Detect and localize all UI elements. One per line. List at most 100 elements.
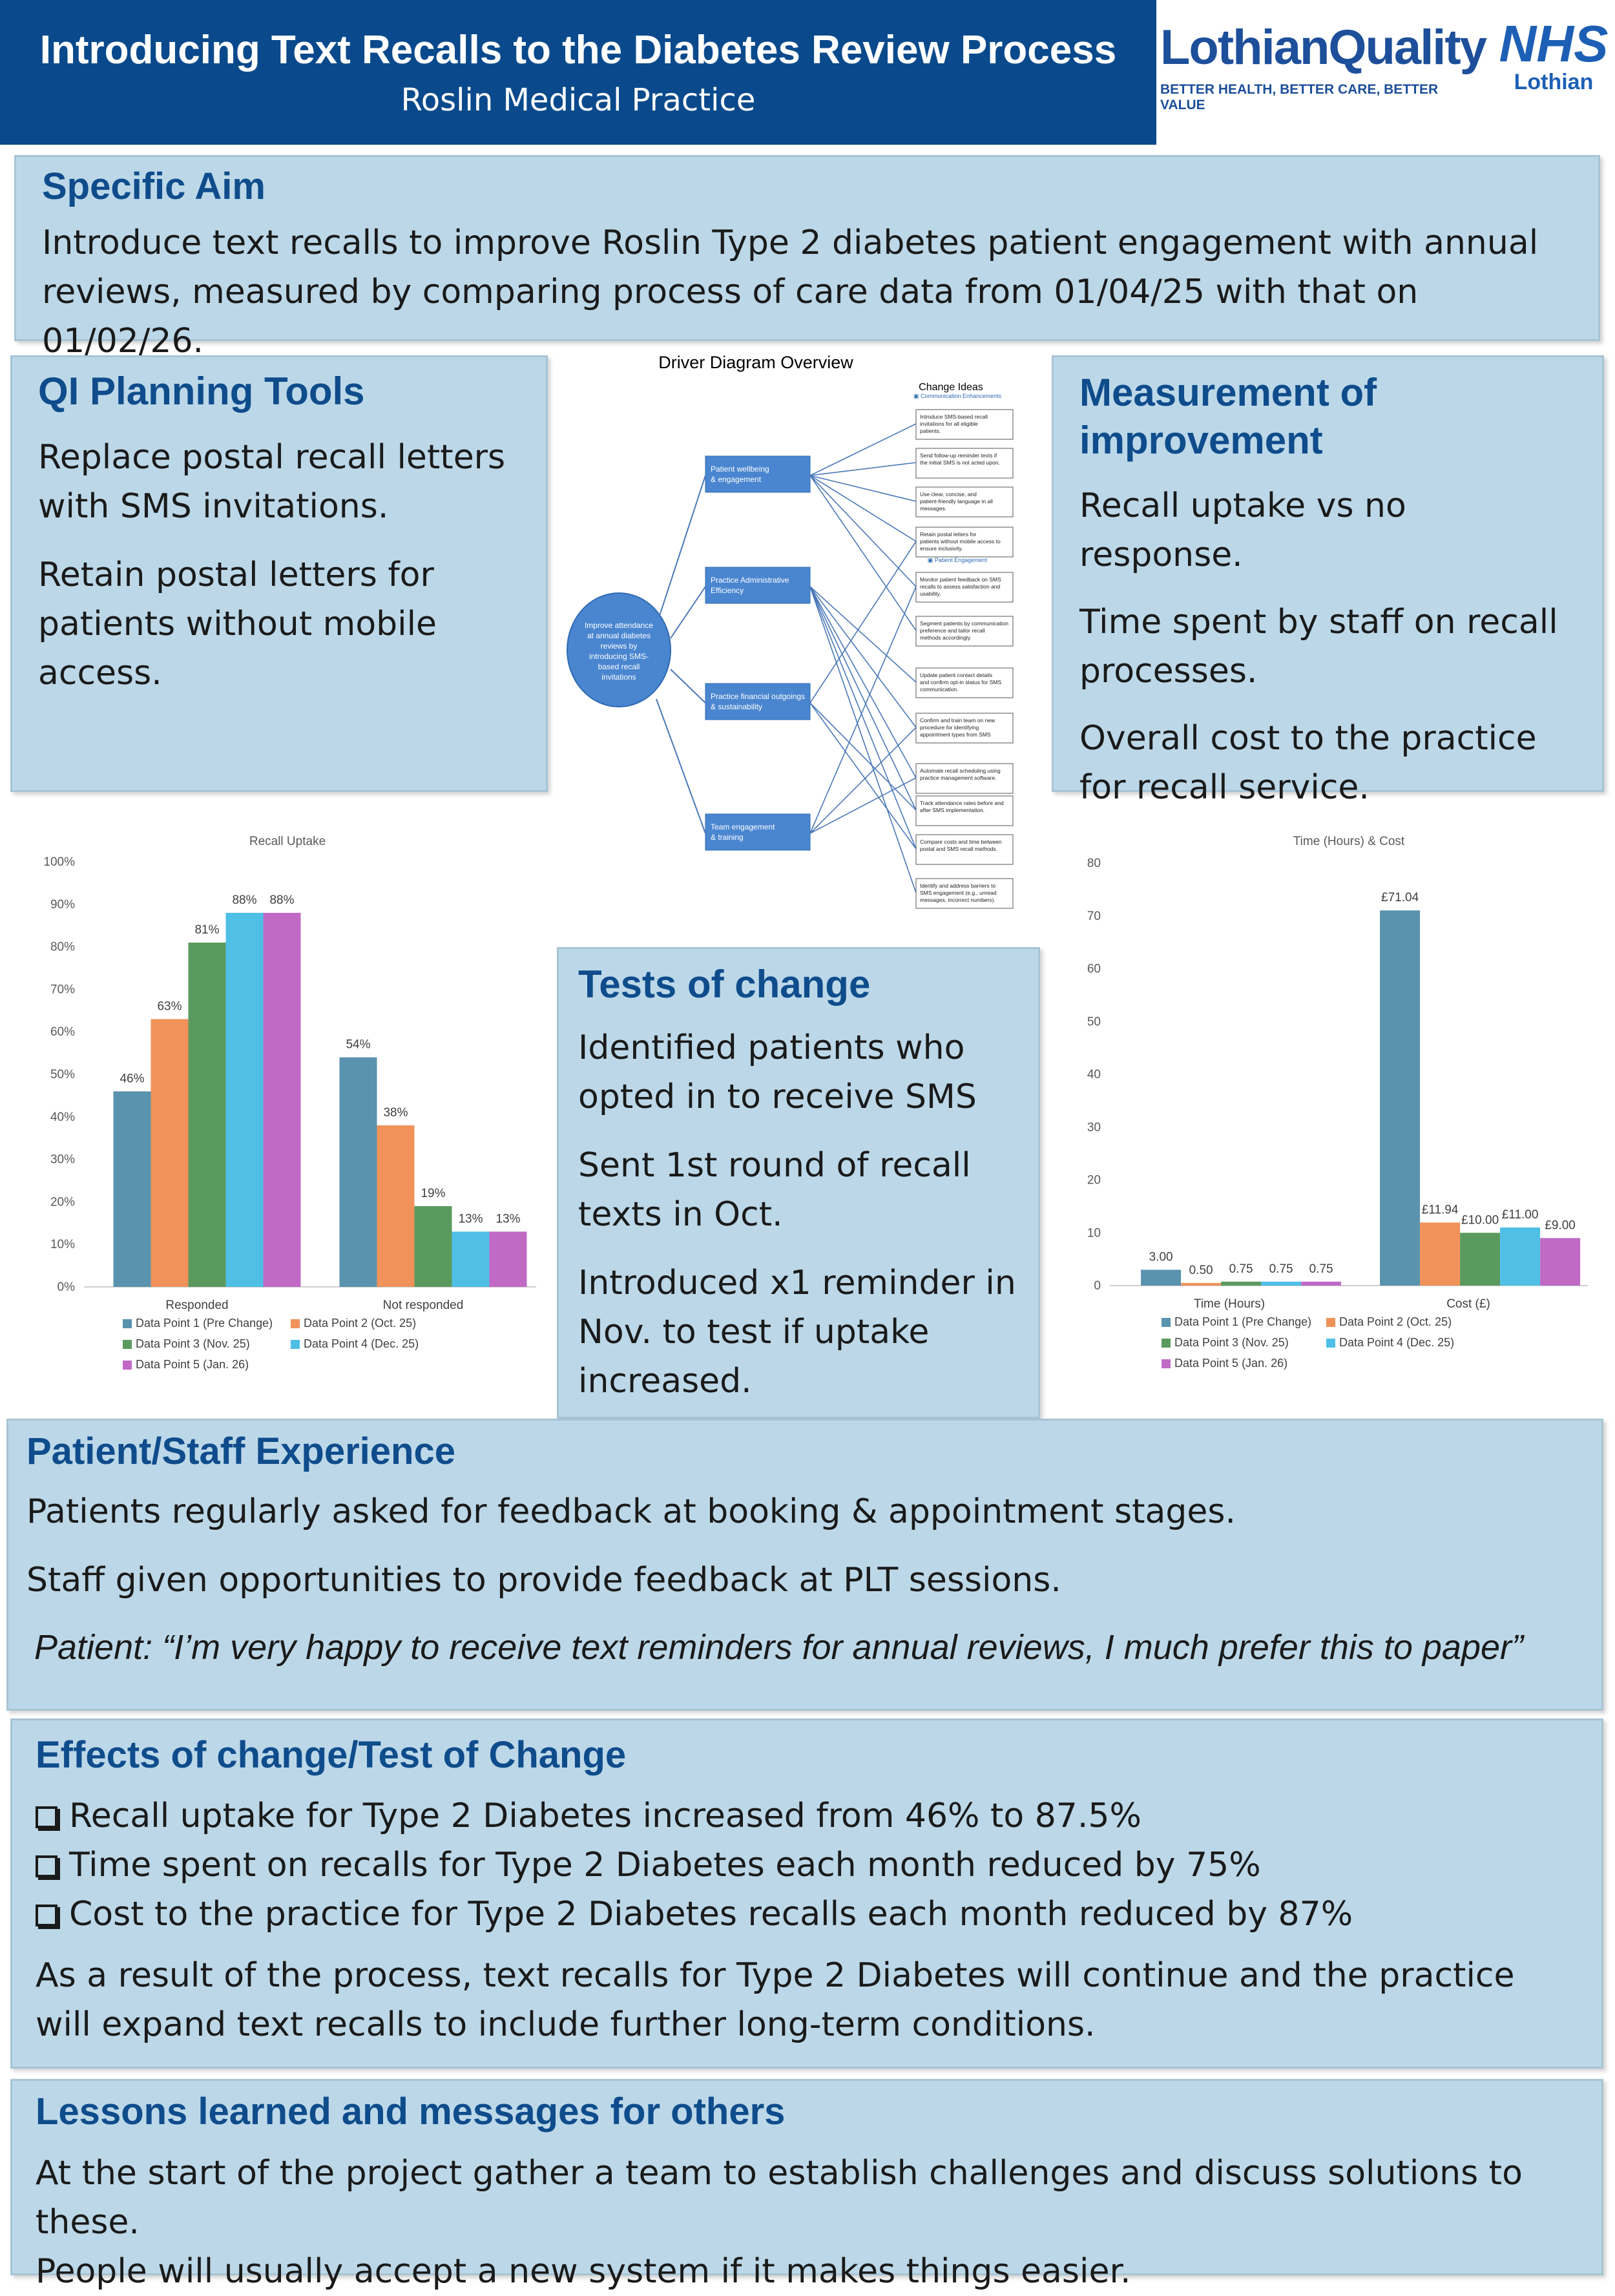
change-idea-text: Automate recall scheduling using [920, 767, 1001, 774]
y-tick-label: 10% [50, 1238, 75, 1251]
data-label: 81% [194, 923, 219, 937]
connector-line [809, 475, 917, 542]
effects-item-text: Recall uptake for Type 2 Diabetes increa… [69, 1797, 1141, 1835]
legend-entry: Data Point 1 (Pre Change) [1174, 1315, 1311, 1328]
qi-planning-heading: QI Planning Tools [38, 370, 365, 413]
change-idea-text: Introduce SMS-based recall [920, 413, 988, 420]
lessons-text-2: People will usually accept a new system … [36, 2252, 1131, 2291]
effects-panel: Effects of change/Test of Change Recall … [10, 1718, 1603, 2069]
measurement-text-3: Overall cost to the practice for recall … [1079, 719, 1537, 807]
change-idea-text: Retain postal letters for [920, 531, 977, 537]
checkbox-icon [36, 1905, 57, 1926]
change-idea-box [915, 527, 1014, 558]
connector-line [809, 586, 917, 850]
change-idea-text: Identify and address barriers to [920, 882, 995, 889]
data-label: 0.50 [1189, 1264, 1213, 1277]
change-idea-text: Track attendance rates before and [920, 800, 1004, 806]
aim-text: introducing SMS- [589, 652, 649, 661]
lessons-panel: Lessons learned and messages for others … [10, 2079, 1603, 2291]
connector-line [670, 586, 706, 639]
lessons-text-1: At the start of the project gather a tea… [36, 2154, 1523, 2242]
driver-label: Team engagement [711, 822, 775, 831]
bar-data-point-3-nov-25--not-responded [414, 1205, 452, 1287]
data-label: £10.00 [1461, 1213, 1499, 1227]
effects-checklist: Recall uptake for Type 2 Diabetes increa… [36, 1796, 1578, 1934]
change-idea-text: methods accordingly. [920, 634, 972, 641]
change-idea-box [915, 795, 1014, 826]
lothian-quality-logo: LothianQuality BETTER HEALTH, BETTER CAR… [1160, 19, 1487, 113]
connector-line [809, 702, 917, 811]
tests-of-change-heading: Tests of change [578, 963, 871, 1006]
change-idea-text: and confirm opt-in status for SMS [920, 679, 1001, 685]
driver-label: Practice Administrative [711, 576, 789, 585]
legend-swatch [1162, 1359, 1171, 1368]
y-tick-label: 80% [50, 941, 75, 954]
bar-data-point-1-pre-change--responded [113, 1091, 151, 1287]
legend-swatch [291, 1340, 300, 1349]
y-tick-label: 70% [50, 983, 75, 996]
driver-box [705, 683, 811, 720]
connector-line [809, 475, 917, 631]
bar-data-point-5-jan-26--cost- [1540, 1238, 1581, 1286]
bar-data-point-1-pre-change--not-responded [339, 1057, 377, 1287]
data-label: 13% [495, 1212, 520, 1226]
change-idea-box [915, 713, 1014, 744]
legend-swatch [123, 1340, 132, 1349]
x-tick-label: Not responded [383, 1299, 464, 1312]
time-cost-chart: Time (Hours) & Cost 0 10 20 30 40 50 60 70 80 3.00… [1052, 826, 1607, 1407]
aim-text: reviews by [601, 642, 638, 651]
change-idea-box [915, 409, 1014, 440]
patient-quote: Patient: “I’m very happy to receive text… [34, 1628, 1523, 1667]
bar-data-point-3-nov-25--time-hours- [1221, 1281, 1262, 1286]
aim-text: invitations [601, 673, 636, 682]
poster-header: Introducing Text Recalls to the Diabetes… [0, 0, 1156, 145]
change-idea-text: Segment patients by communication [920, 620, 1008, 627]
bar-data-point-2-oct-25--not-responded [377, 1125, 415, 1287]
legend-entry: Data Point 2 (Oct. 25) [1339, 1315, 1452, 1328]
recall-uptake-chart: Recall Uptake 0% 10% 20% 30% 40% 50% 60% 70% 80% 9… [6, 826, 556, 1407]
effects-item: Time spent on recalls for Type 2 Diabete… [36, 1845, 1578, 1885]
data-label: 54% [346, 1038, 370, 1052]
measurement-text-2: Time spent by staff on recall processes. [1079, 603, 1558, 691]
change-idea-text: Confirm and train team on new [920, 717, 995, 724]
legend-entry: Data Point 3 (Nov. 25) [1174, 1336, 1289, 1349]
change-ideas-label: Change Ideas [919, 382, 983, 393]
effects-heading: Effects of change/Test of Change [36, 1734, 627, 1776]
change-idea-text: Compare costs and time between [920, 839, 1002, 845]
driver-box [705, 455, 811, 493]
y-tick-label: 40% [50, 1111, 75, 1124]
effects-item-text: Time spent on recalls for Type 2 Diabete… [69, 1846, 1261, 1884]
lothian-quality-tagline: BETTER HEALTH, BETTER CARE, BETTER VALUE [1160, 82, 1439, 112]
change-idea-box [915, 572, 1014, 603]
driver-diagram-svg: Driver Diagram Overview Change Ideas Impro… [567, 353, 1014, 909]
bar-data-point-4-dec-25--cost- [1500, 1227, 1541, 1286]
y-tick-label: 20 [1087, 1174, 1101, 1187]
legend-swatch [1326, 1339, 1335, 1348]
bar-data-point-3-nov-25--cost- [1460, 1233, 1501, 1286]
data-label: 19% [421, 1187, 445, 1200]
change-idea-text: messages. [920, 505, 946, 512]
connector-line [809, 586, 917, 893]
bar-data-point-4-dec-25--time-hours- [1261, 1281, 1302, 1286]
connector-line [809, 586, 917, 834]
x-tick-label: Time (Hours) [1194, 1297, 1265, 1311]
y-tick-label: 80 [1087, 857, 1101, 870]
aim-circle [567, 592, 671, 707]
effects-item: Cost to the practice for Type 2 Diabetes… [36, 1894, 1578, 1934]
y-tick-label: 50 [1087, 1015, 1101, 1028]
data-label: 46% [120, 1072, 144, 1085]
change-idea-box [915, 616, 1014, 647]
poster-subtitle: Roslin Medical Practice [401, 82, 756, 118]
change-idea-text: messages, incorrect numbers). [920, 897, 995, 903]
nhs-wordmark: NHS [1499, 15, 1609, 72]
nhs-sub: Lothian [1514, 70, 1594, 94]
tests-of-change-text-1: Identified patients who opted in to rece… [578, 1028, 977, 1116]
connector-line [670, 669, 706, 704]
qi-planning-text-2: Retain postal letters for patients witho… [38, 556, 437, 693]
lessons-heading: Lessons learned and messages for others [36, 2091, 786, 2133]
bar-data-point-2-oct-25--cost- [1420, 1222, 1461, 1286]
connector-line [809, 423, 917, 476]
y-tick-label: 20% [50, 1195, 75, 1209]
checkbox-icon [36, 1855, 57, 1877]
aim-text: at annual diabetes [587, 631, 651, 640]
